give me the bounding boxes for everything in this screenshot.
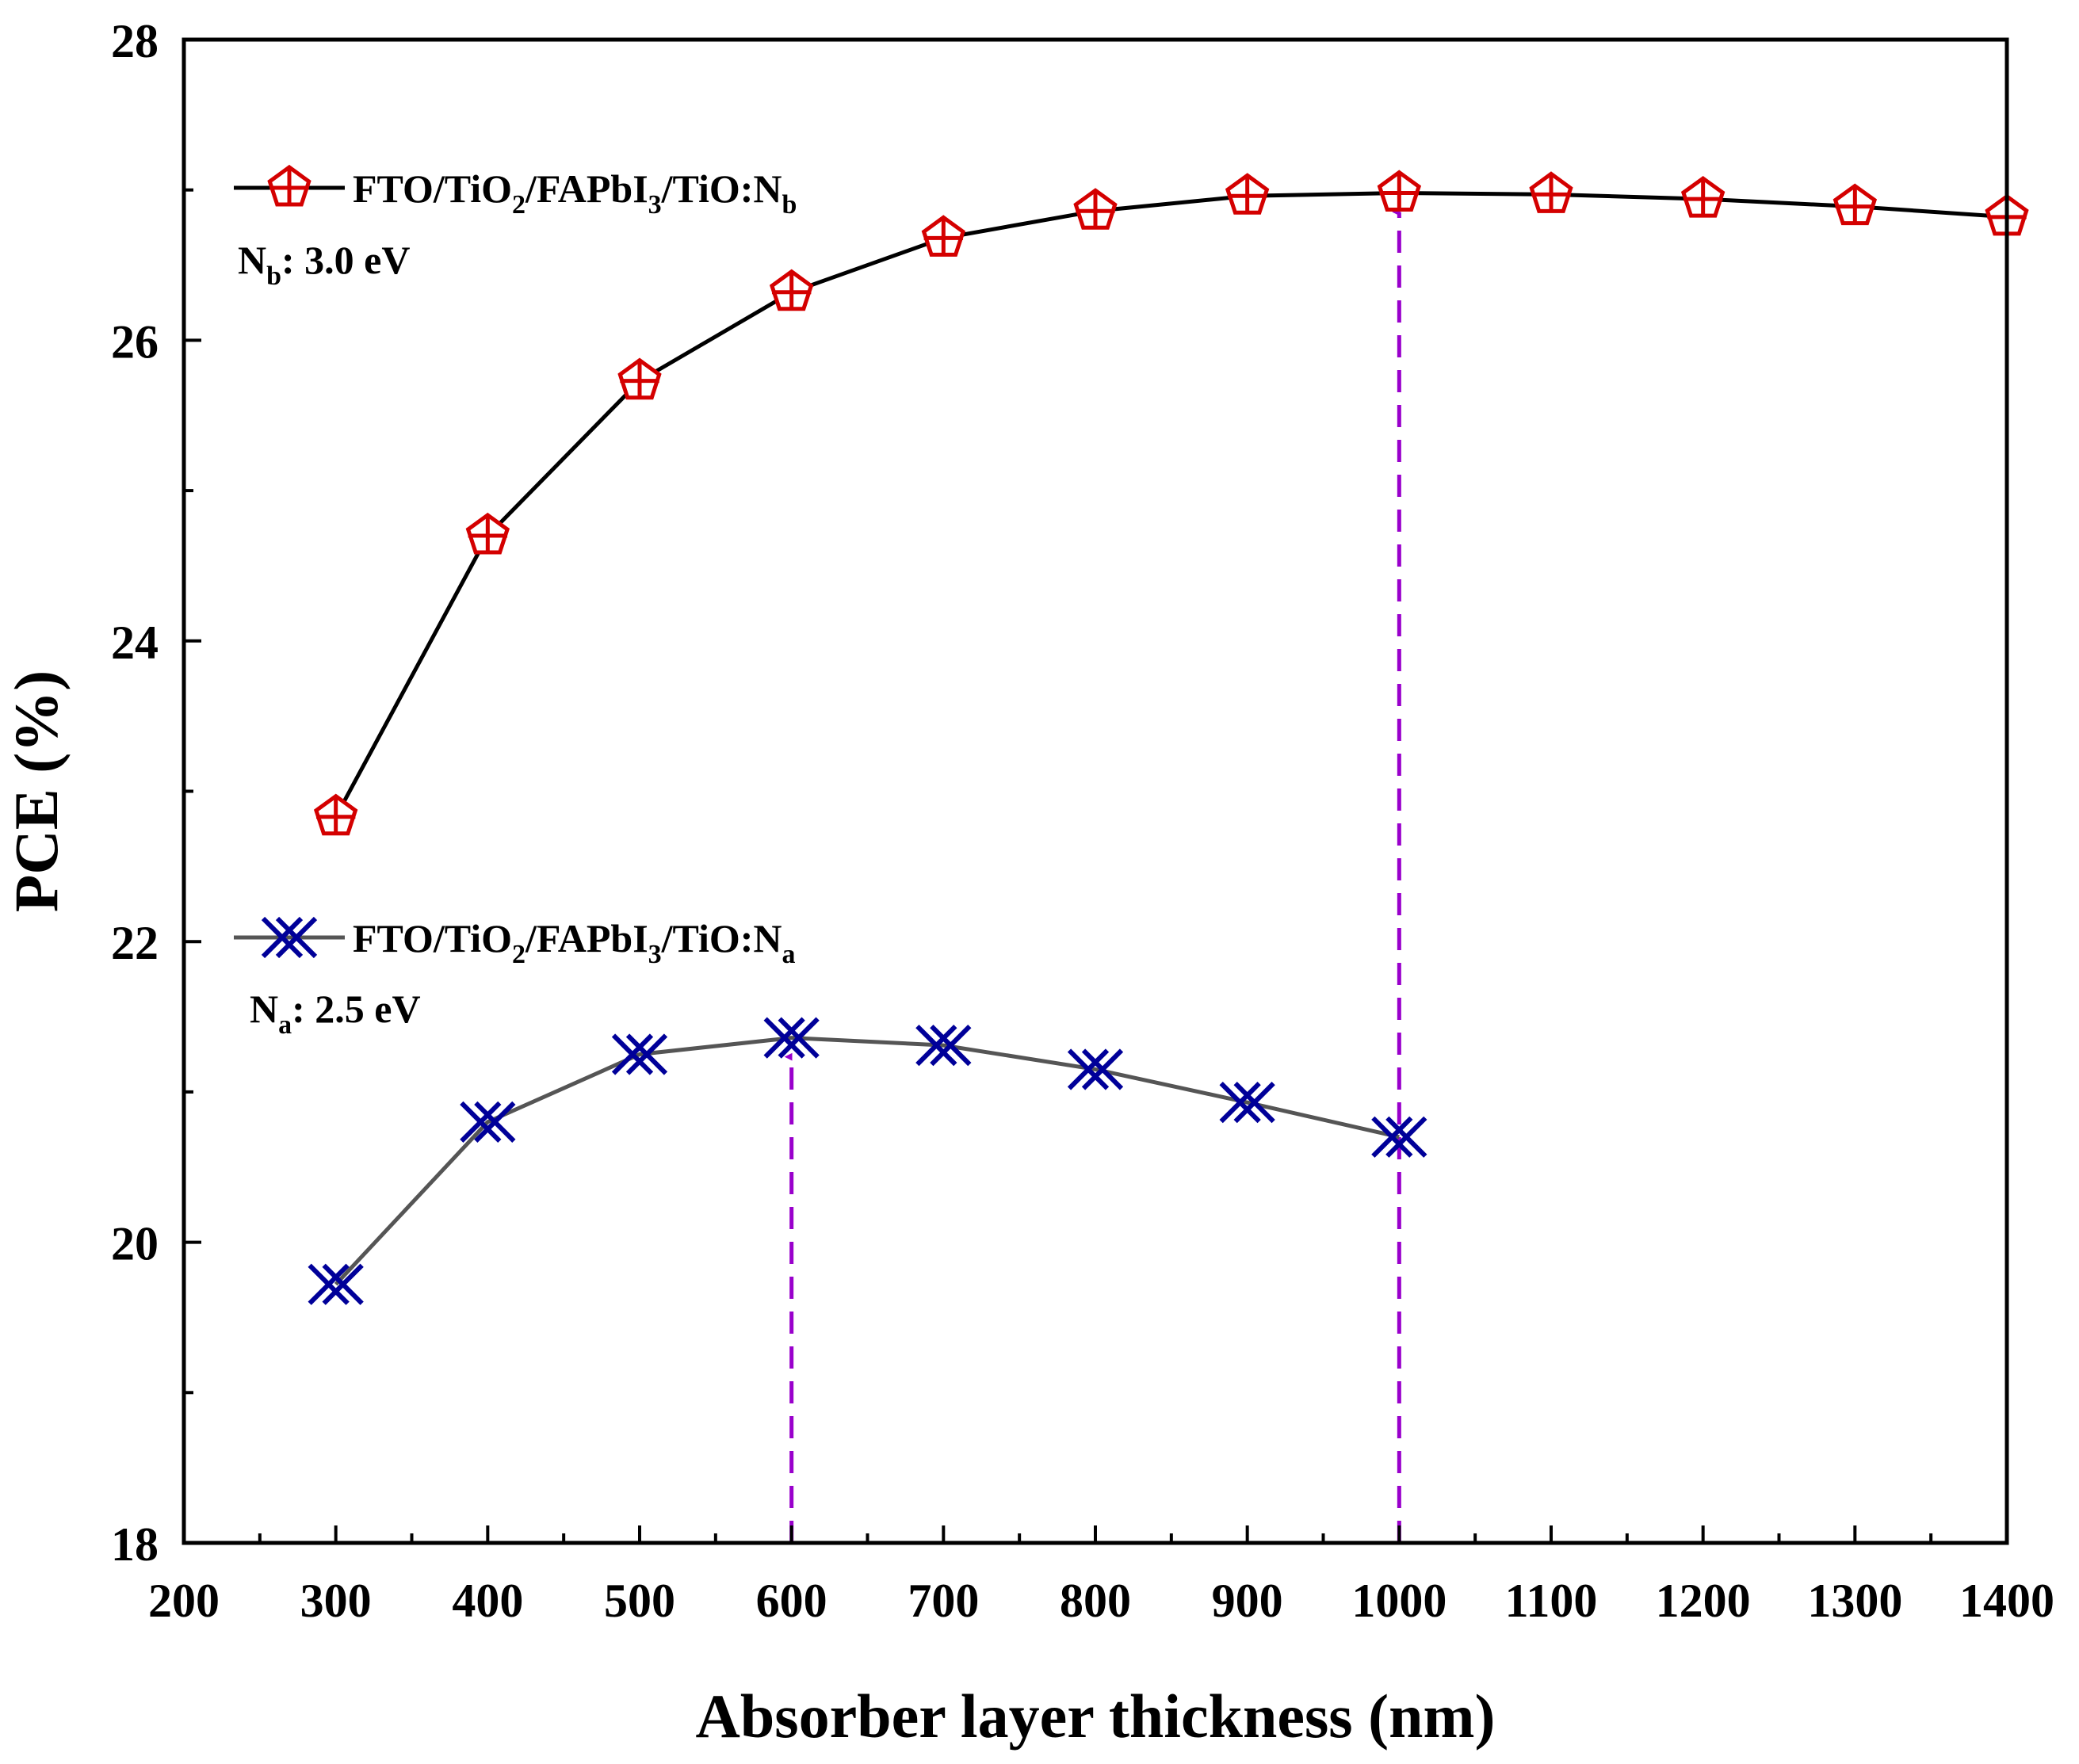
plot-lines bbox=[336, 193, 2007, 1544]
data-point bbox=[1683, 178, 1723, 216]
data-point bbox=[1380, 172, 1420, 209]
y-tick-label: 22 bbox=[111, 917, 159, 969]
data-point bbox=[620, 361, 659, 398]
x-tick-label: 400 bbox=[452, 1575, 523, 1627]
data-point bbox=[772, 272, 812, 309]
data-point bbox=[1531, 174, 1570, 211]
x-tick-label: 700 bbox=[908, 1575, 979, 1627]
series-line-1 bbox=[336, 193, 2007, 817]
legend-label: FTO/TiO2/FAPbI3/TiO:Na bbox=[353, 916, 796, 969]
legend-entry-2: FTO/TiO2/FAPbI3/TiO:Na Na: 2.5 eV bbox=[234, 916, 796, 1040]
x-tick-label: 1000 bbox=[1351, 1575, 1447, 1627]
legend-entry-1: FTO/TiO2/FAPbI3/TiO:Nb Nb: 3.0 eV bbox=[234, 166, 797, 291]
annotation-energy: Na: 2.5 eV bbox=[250, 987, 421, 1040]
x-tick-label: 800 bbox=[1060, 1575, 1131, 1627]
data-point bbox=[1836, 186, 1875, 223]
series-line-2 bbox=[336, 1038, 1400, 1285]
x-tick-label: 500 bbox=[604, 1575, 675, 1627]
data-point bbox=[310, 1266, 362, 1304]
annotation-energy: Nb: 3.0 eV bbox=[238, 238, 410, 291]
data-point bbox=[316, 796, 356, 834]
y-tick-label: 20 bbox=[111, 1218, 159, 1270]
plot-frame bbox=[184, 40, 2007, 1543]
y-tick-label: 18 bbox=[111, 1518, 159, 1571]
x-axis-title: Absorber layer thickness (nm) bbox=[696, 1682, 1496, 1751]
x-tick-label: 1200 bbox=[1656, 1575, 1751, 1627]
x-tick-label: 1300 bbox=[1807, 1575, 1902, 1627]
x-axis: 200 300 400 500 600 700 800 900 1000 1100 1200 1300… bbox=[148, 1525, 2054, 1627]
y-tick-label: 24 bbox=[111, 617, 159, 669]
data-point bbox=[924, 217, 964, 254]
chart: 200 300 400 500 600 700 800 900 1000 1100 1200 1300… bbox=[0, 0, 2079, 1764]
y-tick-label: 28 bbox=[111, 15, 159, 67]
data-point bbox=[1076, 190, 1114, 227]
x-tick-label: 1400 bbox=[1959, 1575, 2054, 1627]
legend-label: FTO/TiO2/FAPbI3/TiO:Nb bbox=[353, 166, 797, 220]
x-tick-label: 900 bbox=[1212, 1575, 1283, 1627]
legend-marker bbox=[269, 167, 308, 204]
x-tick-label: 300 bbox=[300, 1575, 372, 1627]
markers bbox=[310, 172, 2027, 1303]
y-tick-label: 26 bbox=[111, 315, 159, 368]
data-point bbox=[1228, 175, 1267, 212]
y-axis-title: PCE (%) bbox=[2, 670, 71, 912]
y-axis: 18 20 22 24 26 28 bbox=[111, 15, 201, 1571]
x-tick-label: 600 bbox=[756, 1575, 827, 1627]
x-tick-label: 1100 bbox=[1505, 1575, 1598, 1627]
x-tick-label: 200 bbox=[148, 1575, 220, 1627]
